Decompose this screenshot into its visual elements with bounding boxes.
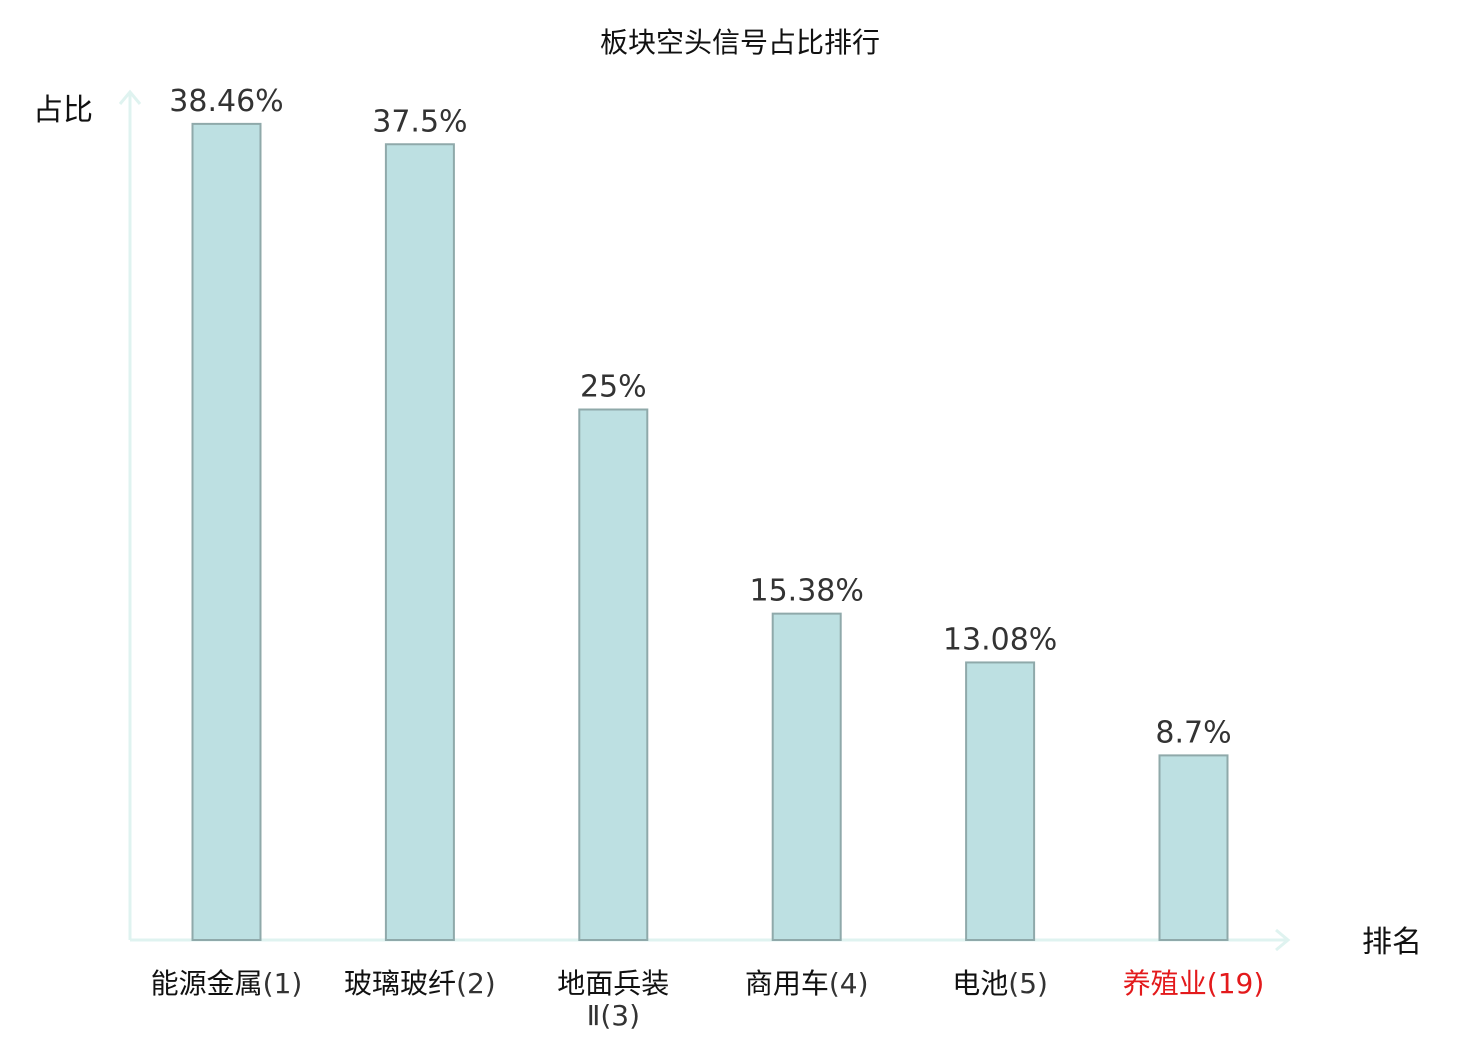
category-rank: (19) [1207, 967, 1264, 1000]
category-label: 玻璃玻纤(2) [344, 967, 496, 1000]
category-label: 能源金属(1) [151, 967, 303, 1000]
chart-title: 板块空头信号占比排行 [600, 26, 880, 59]
x-axis-label: 排名 [1362, 925, 1422, 960]
category-rank: Ⅱ(3) [587, 999, 640, 1032]
bar-value-label: 38.46% [169, 84, 283, 119]
category-label: 地面兵装 Ⅱ(3) [557, 967, 669, 1032]
category-label: 电池(5) [952, 967, 1048, 1000]
bar-value-label: 8.7% [1155, 715, 1231, 750]
category-name: 地面兵装 [557, 967, 669, 1000]
bar [191, 122, 262, 942]
bar [578, 408, 649, 941]
bar-value-label: 25% [580, 370, 647, 405]
y-axis: 占比 [33, 89, 142, 940]
category-rank: (5) [1008, 967, 1048, 1000]
bar [384, 143, 455, 941]
y-axis-arrow [118, 89, 142, 105]
x-axis: 排名 [130, 925, 1422, 960]
bar [965, 661, 1036, 941]
bar [1158, 754, 1229, 941]
category-name: 玻璃玻纤 [344, 967, 456, 1000]
category-name: 养殖业 [1123, 967, 1207, 1000]
category-name: 电池 [952, 967, 1008, 1000]
y-axis-label: 占比 [33, 93, 93, 128]
category-rank: (2) [456, 967, 496, 1000]
category-rank: (1) [263, 967, 303, 1000]
value-labels-group: 38.46% 37.5% 25% 15.38% 13.08% 8.7% [169, 84, 1231, 751]
category-name: 商用车 [745, 967, 829, 1000]
x-axis-arrow [1275, 928, 1291, 952]
bar-value-label: 13.08% [943, 622, 1057, 657]
category-name: 能源金属 [151, 967, 263, 1000]
bar [771, 612, 842, 941]
category-rank: (4) [829, 967, 869, 1000]
category-labels-group: 能源金属(1) 玻璃玻纤(2) 地面兵装 Ⅱ(3) 商用车(4) 电池(5) 养殖业(19) [151, 967, 1265, 1032]
bars-group [191, 122, 1229, 942]
bar-value-label: 15.38% [750, 574, 864, 609]
category-label: 养殖业(19) [1123, 967, 1265, 1000]
category-label: 商用车(4) [745, 967, 869, 1000]
bar-value-label: 37.5% [372, 104, 467, 139]
